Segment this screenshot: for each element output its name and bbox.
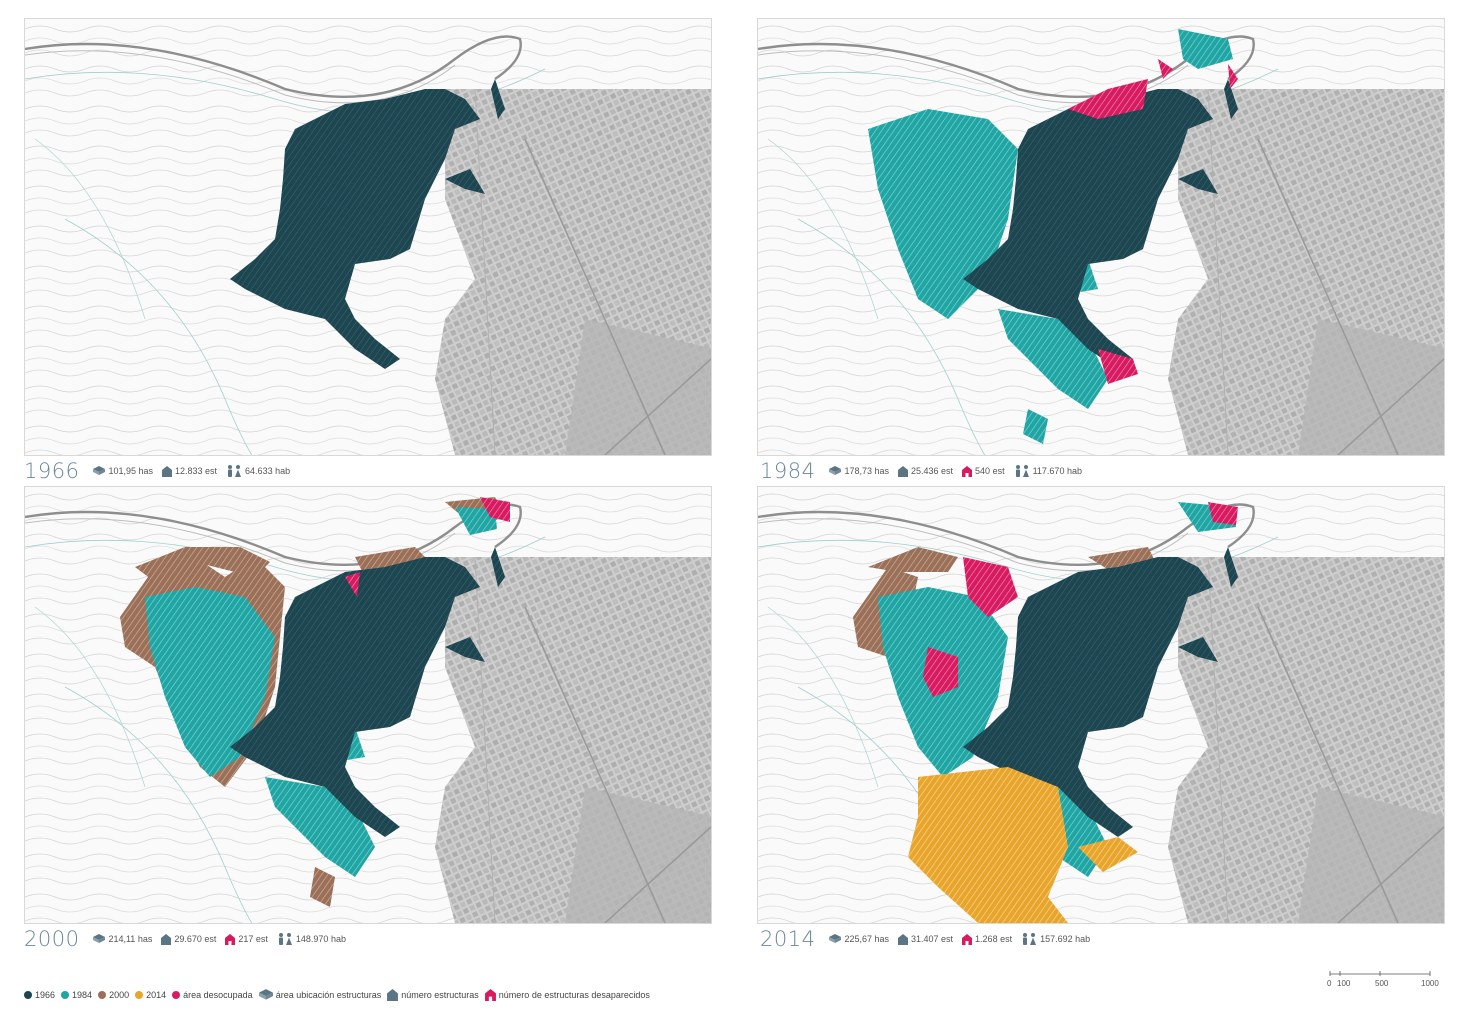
- area-icon: [93, 466, 105, 476]
- structures-stat: 31.407 est: [898, 934, 953, 945]
- house-icon: [162, 466, 172, 477]
- house-vanished-icon: [962, 934, 972, 945]
- legend-item-area: área ubicación estructuras: [259, 989, 381, 1001]
- inhabitants-stat: 148.970 hab: [277, 933, 346, 945]
- inhabitants-stat: 157.692 hab: [1021, 933, 1090, 945]
- vanished-stat: 540 est: [962, 466, 1005, 477]
- color-dot-icon: [172, 991, 181, 999]
- map-1984[interactable]: [757, 18, 1445, 456]
- area-stat: 214,11 has: [93, 934, 152, 944]
- people-icon: [1021, 933, 1037, 945]
- map-legend: 1966 1984 2000 2014 área desocupada área…: [24, 989, 656, 1001]
- vanished-stat: 1.268 est: [962, 934, 1012, 945]
- area-stat: 101,95 has: [93, 466, 153, 476]
- map-2000[interactable]: [24, 486, 712, 924]
- color-dot-icon: [98, 991, 107, 999]
- house-icon: [898, 466, 908, 477]
- house-vanished-icon: [225, 934, 235, 945]
- house-icon: [898, 934, 908, 945]
- legend-item-1984: 1984: [61, 990, 92, 1000]
- legend-item-structures: número estructuras: [387, 989, 479, 1001]
- area-stat: 178,73 has: [829, 466, 889, 476]
- area-icon: [829, 934, 841, 944]
- caption-1984: 1984 178,73 has 25.436 est 540 est 117.6…: [760, 459, 1091, 483]
- legend-item-1966: 1966: [24, 990, 55, 1000]
- year-label: 1966: [24, 459, 80, 483]
- area-icon: [259, 989, 273, 1001]
- map-1966[interactable]: [24, 18, 712, 456]
- color-dot-icon: [24, 991, 32, 999]
- inhabitants-stat: 64.633 hab: [226, 465, 290, 477]
- legend-item-2000: 2000: [98, 990, 129, 1000]
- scale-label-1000: 1000: [1421, 979, 1439, 988]
- area-stat: 225,67 has: [829, 934, 889, 944]
- people-icon: [226, 465, 242, 477]
- structures-stat: 29.670 est: [161, 934, 216, 945]
- structures-stat: 25.436 est: [898, 466, 953, 477]
- year-label: 2014: [760, 927, 816, 951]
- caption-1966: 1966 101,95 has 12.833 est 64.633 hab: [24, 459, 299, 483]
- legend-item-2014: 2014: [135, 990, 166, 1000]
- color-dot-icon: [135, 991, 144, 999]
- map-2014[interactable]: [757, 486, 1445, 924]
- scale-label-500: 500: [1375, 979, 1389, 988]
- area-icon: [829, 466, 841, 476]
- scale-label-0: 0: [1327, 979, 1332, 988]
- scale-label-100: 100: [1337, 979, 1351, 988]
- house-vanished-icon: [962, 466, 972, 477]
- legend-item-vacated: área desocupada: [172, 990, 253, 1000]
- inhabitants-stat: 117.670 hab: [1014, 465, 1082, 477]
- house-icon: [387, 989, 398, 1001]
- house-vanished-icon: [485, 989, 496, 1001]
- structures-stat: 12.833 est: [162, 466, 217, 477]
- scale-bar: 0 100 500 1000: [1325, 970, 1440, 992]
- year-label: 1984: [760, 459, 816, 483]
- color-dot-icon: [61, 991, 70, 999]
- people-icon: [1014, 465, 1030, 477]
- vanished-stat: 217 est: [225, 934, 268, 945]
- legend-item-vanished: número de estructuras desaparecidos: [485, 989, 650, 1001]
- year-label: 2000: [24, 927, 80, 951]
- caption-2014: 2014 225,67 has 31.407 est 1.268 est 157…: [760, 927, 1099, 951]
- house-icon: [161, 934, 171, 945]
- caption-2000: 2000 214,11 has 29.670 est 217 est 148.9…: [24, 927, 355, 951]
- people-icon: [277, 933, 293, 945]
- area-icon: [93, 934, 105, 944]
